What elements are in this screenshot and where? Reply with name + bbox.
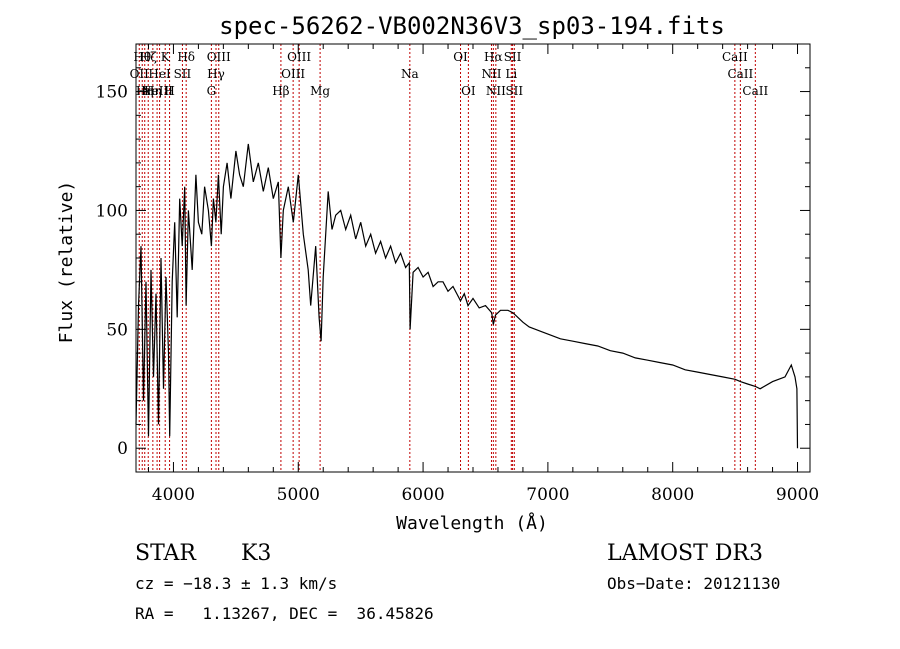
line-label-0: OII <box>130 67 150 81</box>
line-label-28: CaII <box>727 67 753 81</box>
y-tick-label: 50 <box>106 320 128 340</box>
line-label-8: H <box>164 84 174 98</box>
line-label-7: K <box>161 50 171 64</box>
line-label-17: Mg <box>310 84 330 98</box>
line-label-22: Hα <box>484 50 503 64</box>
chart-title: spec-56262-VB002N36V3_sp03-194.fits <box>219 12 725 40</box>
plot-frame <box>135 43 811 473</box>
survey-name: LAMOST DR3 <box>607 541 763 566</box>
line-label-16: OIII <box>287 50 311 64</box>
line-label-12: Hγ <box>207 67 225 81</box>
line-label-20: OI <box>461 84 476 98</box>
line-label-19: OI <box>453 50 468 64</box>
x-tick-label: 9000 <box>776 485 819 505</box>
line-label-21: NII <box>481 67 501 81</box>
ra-dec-coordinates: RA = 1.13267, DEC = 36.45826 <box>135 604 434 623</box>
line-label-10: Hδ <box>177 50 195 64</box>
line-label-13: OIII <box>207 50 231 64</box>
y-axis-ticks: 0 50 100 150 <box>96 43 810 473</box>
line-label-26: SII <box>505 84 523 98</box>
line-label-2: Hη <box>136 84 154 98</box>
y-tick-label: 150 <box>96 83 128 103</box>
y-tick-label: 0 <box>117 439 128 459</box>
line-label-11: G <box>207 84 217 98</box>
spectral-line-labels: OIIHθHηHζHηNeIIIHeIKHSIIHδGHγOIIIHβOIIIO… <box>130 50 769 98</box>
x-tick-label: 8000 <box>651 485 694 505</box>
x-axis-ticks: 4000 5000 6000 7000 8000 9000 <box>147 44 819 505</box>
line-label-6: HeI <box>148 67 171 81</box>
line-label-23: NII <box>486 84 506 98</box>
y-tick-label: 100 <box>96 201 128 221</box>
line-label-1: Hθ <box>133 50 151 64</box>
y-axis-label: Flux (relative) <box>56 181 77 344</box>
line-label-3: Hζ <box>140 50 157 64</box>
line-label-4: Hη <box>144 84 162 98</box>
object-class: STAR <box>135 541 197 566</box>
line-label-25: SII <box>504 50 522 64</box>
line-label-9: SII <box>174 67 192 81</box>
line-label-27: CaII <box>722 50 748 64</box>
line-label-14: Hβ <box>272 84 289 98</box>
x-tick-label: 4000 <box>152 485 195 505</box>
line-label-5: NeIII <box>141 84 173 98</box>
line-label-18: Na <box>401 67 419 81</box>
redshift-cz: cz = −18.3 ± 1.3 km/s <box>135 574 337 593</box>
x-axis-label: Wavelength (Å) <box>396 512 548 534</box>
flux-series-line <box>135 143 799 449</box>
x-tick-label: 7000 <box>526 485 569 505</box>
observation-date: Obs−Date: 20121130 <box>607 574 780 593</box>
x-tick-label: 5000 <box>277 485 320 505</box>
object-subclass: K3 <box>241 541 271 566</box>
line-label-15: OIII <box>281 67 305 81</box>
x-tick-label: 6000 <box>401 485 444 505</box>
spectral-line-markers <box>138 44 756 472</box>
line-label-24: Li <box>505 67 517 81</box>
line-label-29: CaII <box>742 84 768 98</box>
